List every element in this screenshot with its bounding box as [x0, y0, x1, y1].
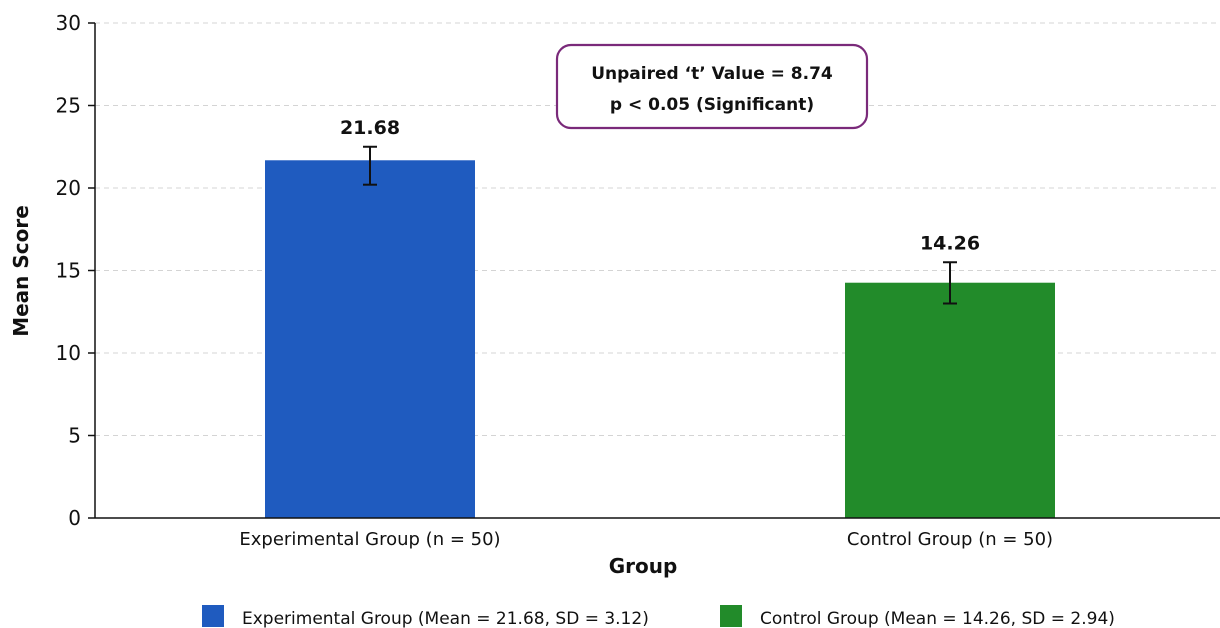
- error-bar: [363, 145, 377, 186]
- x-axis-title: Group: [609, 554, 678, 578]
- legend-item: Experimental Group (Mean = 21.68, SD = 3…: [202, 605, 649, 628]
- value-label: 14.26: [920, 232, 980, 254]
- annotation-box: [555, 43, 869, 130]
- significance-annotation: Unpaired ‘t’ Value = 8.74 p < 0.05 (Sign…: [555, 43, 869, 130]
- error-bar: [943, 261, 957, 305]
- y-tick-labels: 0 5 10 15 20 25 30: [56, 11, 95, 530]
- legend-label: Experimental Group (Mean = 21.68, SD = 3…: [242, 609, 649, 628]
- legend-label: Control Group (Mean = 14.26, SD = 2.94): [760, 609, 1115, 628]
- y-tick-label: 5: [68, 424, 81, 448]
- y-tick-label: 15: [56, 259, 81, 283]
- y-tick-label: 30: [56, 11, 81, 35]
- y-tick-label: 20: [56, 176, 81, 200]
- x-tick-labels: Experimental Group (n = 50) Control Group…: [239, 529, 1053, 550]
- x-tick-label: Control Group (n = 50): [847, 529, 1053, 550]
- value-label: 21.68: [340, 117, 400, 139]
- y-tick-label: 25: [56, 94, 81, 118]
- x-tick-label: Experimental Group (n = 50): [239, 529, 500, 550]
- legend: Experimental Group (Mean = 21.68, SD = 3…: [202, 605, 1115, 628]
- legend-swatch: [202, 605, 224, 627]
- annotation-line-2: p < 0.05 (Significant): [610, 95, 814, 115]
- annotation-line-1: Unpaired ‘t’ Value = 8.74: [591, 64, 833, 84]
- legend-swatch: [720, 605, 742, 627]
- bar: [845, 282, 1055, 518]
- y-axis-title: Mean Score: [9, 205, 33, 337]
- bar: [265, 160, 475, 518]
- bars: 21.68 14.26: [265, 117, 1055, 518]
- y-tick-label: 10: [56, 341, 81, 365]
- legend-item: Control Group (Mean = 14.26, SD = 2.94): [720, 605, 1115, 628]
- y-tick-label: 0: [68, 506, 81, 530]
